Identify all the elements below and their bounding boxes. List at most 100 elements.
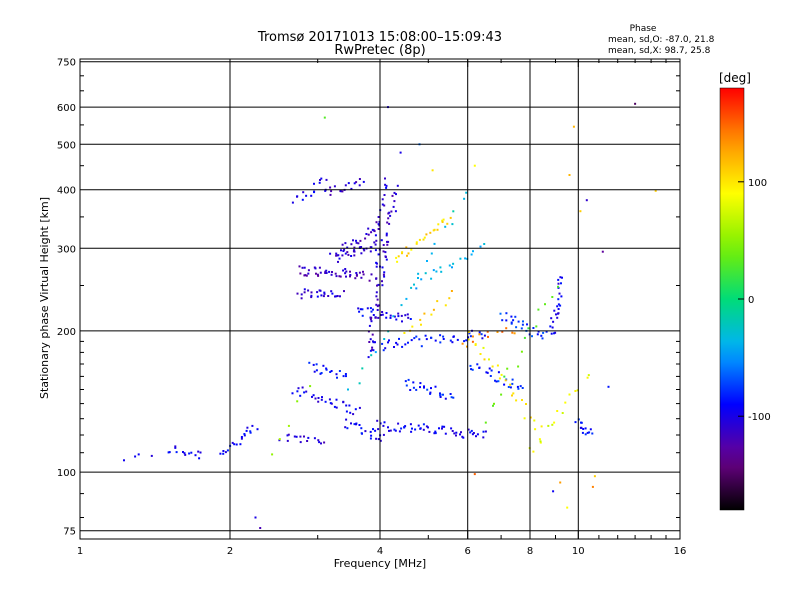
data-point (553, 309, 556, 312)
data-point (555, 313, 557, 316)
data-point (450, 427, 453, 430)
data-point (360, 432, 363, 435)
x-tick-label: 2 (227, 546, 233, 557)
data-point (371, 346, 374, 349)
data-point (451, 223, 454, 226)
data-point (495, 380, 498, 383)
data-point (310, 291, 313, 294)
data-point (405, 384, 408, 387)
data-point (182, 451, 184, 453)
data-point (470, 253, 473, 256)
data-point (307, 269, 310, 272)
data-point (317, 397, 320, 399)
data-point (350, 187, 353, 190)
data-point (551, 423, 554, 426)
data-point (317, 274, 320, 277)
data-point (394, 210, 397, 213)
data-point (436, 228, 439, 231)
data-point (374, 429, 377, 432)
data-point (451, 341, 454, 344)
data-point (469, 431, 472, 434)
data-point (375, 291, 378, 294)
data-point (479, 353, 482, 355)
data-point (377, 216, 380, 218)
data-point (245, 429, 248, 432)
data-point (320, 177, 323, 180)
data-point (568, 393, 571, 396)
data-point (553, 332, 555, 335)
data-point (544, 303, 546, 306)
data-point (377, 316, 380, 319)
data-point (331, 271, 333, 273)
data-point (387, 240, 390, 243)
data-point (286, 439, 289, 442)
data-point (335, 398, 338, 401)
y-tick-label: 300 (57, 244, 76, 255)
data-point (556, 410, 559, 412)
data-point (520, 350, 523, 353)
data-point (325, 178, 328, 181)
data-point (387, 341, 389, 344)
data-point (360, 246, 363, 248)
data-point (194, 454, 197, 457)
data-point (442, 393, 444, 396)
data-point (307, 289, 310, 292)
data-point (511, 331, 514, 334)
data-point (452, 335, 455, 338)
data-point (325, 367, 328, 370)
data-point (401, 345, 404, 348)
data-point (325, 269, 328, 272)
data-point (560, 282, 562, 285)
data-point (360, 427, 363, 430)
data-point (514, 315, 517, 318)
data-point (358, 382, 361, 385)
data-point (439, 341, 442, 344)
data-point (349, 270, 351, 273)
data-point (310, 296, 313, 299)
data-point (339, 190, 342, 193)
data-point (580, 426, 583, 429)
data-point (296, 400, 299, 403)
data-point (478, 331, 481, 334)
data-point (367, 227, 370, 230)
data-point (301, 266, 304, 269)
data-point (470, 368, 473, 371)
data-point (478, 333, 481, 336)
data-point (271, 453, 274, 456)
data-point (383, 338, 386, 340)
data-point (517, 365, 520, 368)
data-point (320, 294, 323, 297)
data-point (296, 195, 299, 198)
data-point (380, 314, 383, 316)
data-point (482, 436, 485, 439)
data-point (318, 181, 321, 184)
data-point (168, 451, 171, 454)
data-point (174, 445, 177, 448)
data-point (395, 256, 398, 259)
data-point (442, 218, 445, 221)
data-point (254, 516, 257, 519)
data-point (382, 250, 385, 253)
data-point (532, 327, 535, 329)
data-point (488, 358, 490, 361)
data-point (473, 164, 476, 167)
data-point (368, 324, 371, 327)
data-point (441, 427, 443, 430)
data-point (377, 283, 380, 286)
data-point (440, 270, 443, 273)
data-point (500, 393, 503, 396)
data-point (321, 396, 323, 399)
data-point (382, 273, 385, 276)
data-point (303, 391, 306, 394)
data-point (525, 403, 527, 405)
phase-info-o-mode: mean, sd,O: -87.0, 21.8 (608, 35, 715, 45)
data-point (243, 434, 246, 437)
data-point (231, 441, 234, 444)
data-point (586, 376, 589, 379)
data-point (539, 441, 542, 444)
data-point (426, 260, 428, 262)
data-point (414, 428, 417, 431)
data-point (407, 316, 410, 319)
data-point (384, 347, 387, 350)
